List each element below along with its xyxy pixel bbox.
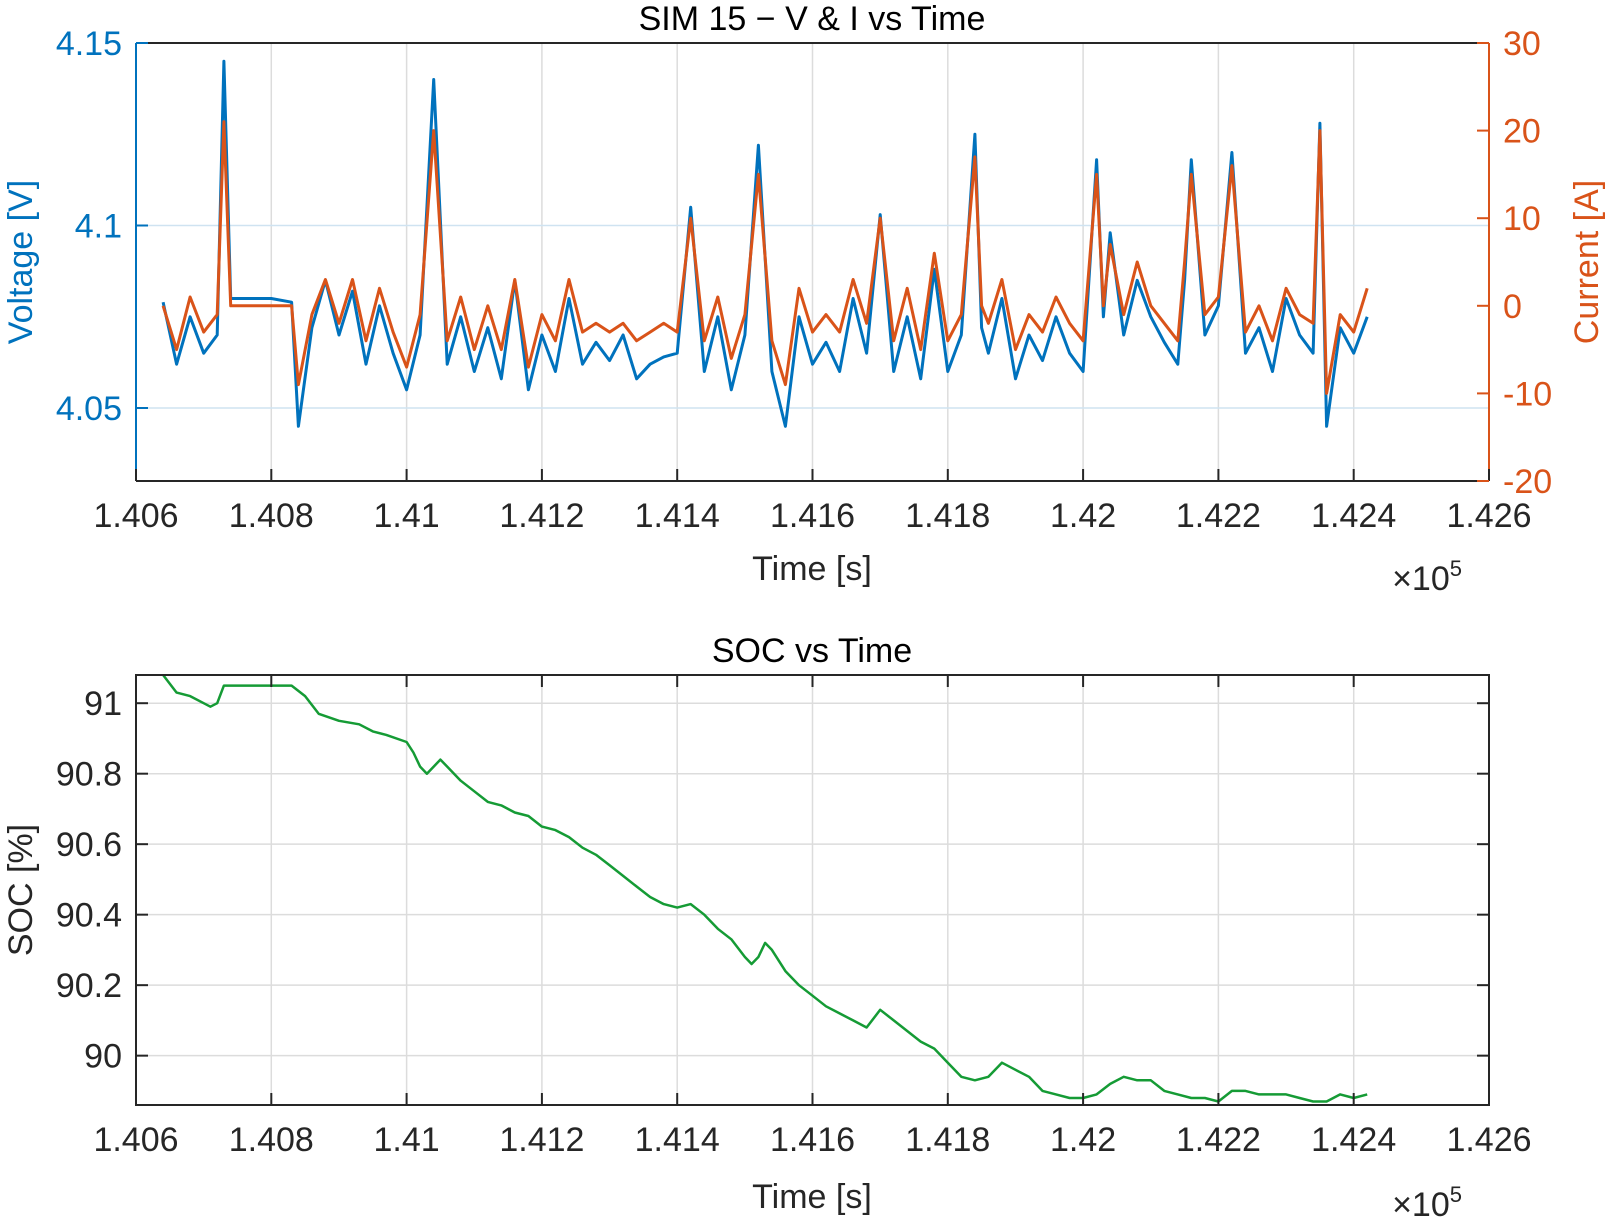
- x-tick-label: 1.408: [229, 497, 314, 535]
- x-tick-label: 1.422: [1176, 497, 1261, 535]
- voltage-current-chart-title: SIM 15 − V & I vs Time: [639, 0, 986, 38]
- y-tick-label: 90.6: [56, 826, 122, 864]
- soc-chart: 1.406 1.408 1.41 1.412 1.414 1.416 1.418 1.42 1.…: [2, 632, 1532, 1221]
- voltage-line: [161, 59, 1369, 428]
- voltage-series: [161, 59, 1369, 428]
- x-tick-label: 1.42: [1050, 497, 1116, 535]
- voltage-current-chart: 1.406 1.408 1.41 1.412 1.414 1.416 1.418 1.42 1.…: [2, 0, 1606, 598]
- soc-chart-title: SOC vs Time: [712, 632, 912, 670]
- x-tick-label: 1.41: [374, 497, 440, 535]
- x-tick-label: 1.414: [635, 1121, 720, 1159]
- y-tick-label: 91: [84, 685, 122, 723]
- voltage-tick-label: 4.15: [56, 25, 122, 63]
- voltage-current-x-axis-label: Time [s]: [752, 550, 872, 588]
- voltage-current-x-ticks: 1.406 1.408 1.41 1.412 1.414 1.416 1.418 1.42 1.…: [93, 469, 1532, 535]
- soc-series: [162, 674, 1368, 1103]
- current-line: [161, 120, 1369, 395]
- x-tick-label: 1.418: [905, 1121, 990, 1159]
- x-tick-label: 1.406: [93, 497, 178, 535]
- svg-text:×105: ×105: [1392, 1182, 1462, 1221]
- x-tick-label: 1.416: [770, 497, 855, 535]
- x-tick-label: 1.412: [499, 497, 584, 535]
- x-tick-label: 1.424: [1311, 497, 1396, 535]
- soc-x-exponent-base: ×10: [1392, 1186, 1450, 1221]
- current-tick-label: -20: [1503, 463, 1552, 501]
- x-tick-label: 1.426: [1446, 497, 1531, 535]
- current-tick-label: 10: [1503, 200, 1541, 238]
- soc-x-axis-label: Time [s]: [752, 1178, 872, 1216]
- y-tick-label: 90.8: [56, 756, 122, 794]
- soc-x-ticks: 1.406 1.408 1.41 1.412 1.414 1.416 1.418 1.42 1.…: [93, 675, 1532, 1159]
- current-series: [161, 120, 1369, 395]
- current-y-ticks: -20 -10 0 10 20 30: [1477, 25, 1552, 501]
- x-tick-label: 1.414: [635, 497, 720, 535]
- svg-text:×105: ×105: [1392, 556, 1462, 598]
- x-tick-label: 1.41: [374, 1121, 440, 1159]
- current-tick-label: 20: [1503, 113, 1541, 151]
- soc-line: [162, 674, 1368, 1103]
- current-tick-label: 0: [1503, 288, 1522, 326]
- x-tick-label: 1.42: [1050, 1121, 1116, 1159]
- x-exponent-base: ×10: [1392, 560, 1450, 598]
- x-tick-label: 1.408: [229, 1121, 314, 1159]
- voltage-tick-label: 4.1: [75, 208, 122, 246]
- voltage-y-ticks: 4.05 4.1 4.15: [56, 25, 148, 428]
- voltage-axis-label: Voltage [V]: [2, 180, 40, 344]
- x-tick-label: 1.422: [1176, 1121, 1261, 1159]
- soc-x-exponent: ×105: [1392, 1182, 1462, 1221]
- current-tick-label: -10: [1503, 375, 1552, 413]
- x-tick-label: 1.416: [770, 1121, 855, 1159]
- x-tick-label: 1.418: [905, 497, 990, 535]
- y-tick-label: 90: [84, 1038, 122, 1076]
- y-tick-label: 90.4: [56, 897, 122, 935]
- soc-y-ticks: 90 90.2 90.4 90.6 90.8 91: [56, 685, 1489, 1076]
- voltage-tick-label: 4.05: [56, 390, 122, 428]
- current-axis-label: Current [A]: [1568, 180, 1606, 344]
- x-tick-label: 1.412: [499, 1121, 584, 1159]
- x-tick-label: 1.424: [1311, 1121, 1396, 1159]
- soc-x-exponent-power: 5: [1450, 1182, 1462, 1207]
- soc-y-axis-label: SOC [%]: [2, 824, 40, 956]
- x-tick-label: 1.406: [93, 1121, 178, 1159]
- current-tick-label: 30: [1503, 25, 1541, 63]
- x-tick-label: 1.426: [1446, 1121, 1531, 1159]
- y-tick-label: 90.2: [56, 967, 122, 1005]
- voltage-current-x-exponent: ×105: [1392, 556, 1462, 598]
- x-exponent-power: 5: [1450, 556, 1462, 581]
